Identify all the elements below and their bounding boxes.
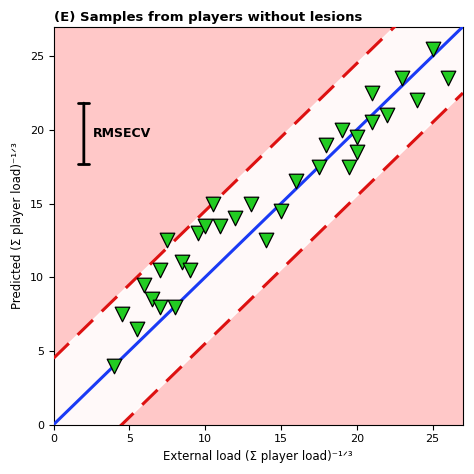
Point	[171, 303, 179, 310]
Point	[110, 362, 118, 369]
Point	[133, 325, 141, 333]
Point	[399, 74, 406, 82]
Point	[209, 200, 217, 207]
Point	[201, 222, 209, 229]
Point	[368, 89, 376, 97]
Point	[338, 126, 346, 134]
Point	[118, 310, 126, 318]
Point	[368, 118, 376, 126]
Point	[353, 133, 361, 141]
Point	[217, 222, 224, 229]
Point	[414, 97, 421, 104]
Point	[194, 229, 201, 237]
Point	[346, 163, 353, 171]
Point	[262, 237, 270, 244]
Point	[444, 74, 452, 82]
Point	[247, 200, 255, 207]
Point	[277, 207, 285, 215]
Point	[156, 266, 164, 273]
Text: RMSECV: RMSECV	[93, 127, 151, 140]
Point	[429, 45, 437, 53]
Point	[353, 148, 361, 156]
Point	[148, 296, 156, 303]
Point	[156, 303, 164, 310]
Point	[164, 237, 171, 244]
Point	[232, 214, 239, 222]
Point	[186, 266, 194, 273]
Point	[383, 111, 391, 119]
Point	[179, 259, 186, 266]
Point	[292, 178, 300, 185]
Point	[141, 281, 148, 288]
Point	[315, 163, 323, 171]
Point	[323, 141, 330, 148]
X-axis label: External load (Σ player load)⁻¹ᐟ³: External load (Σ player load)⁻¹ᐟ³	[164, 450, 353, 463]
Y-axis label: Predicted (Σ player load)⁻¹ᐟ³: Predicted (Σ player load)⁻¹ᐟ³	[11, 142, 24, 309]
Text: (E) Samples from players without lesions: (E) Samples from players without lesions	[54, 11, 362, 24]
